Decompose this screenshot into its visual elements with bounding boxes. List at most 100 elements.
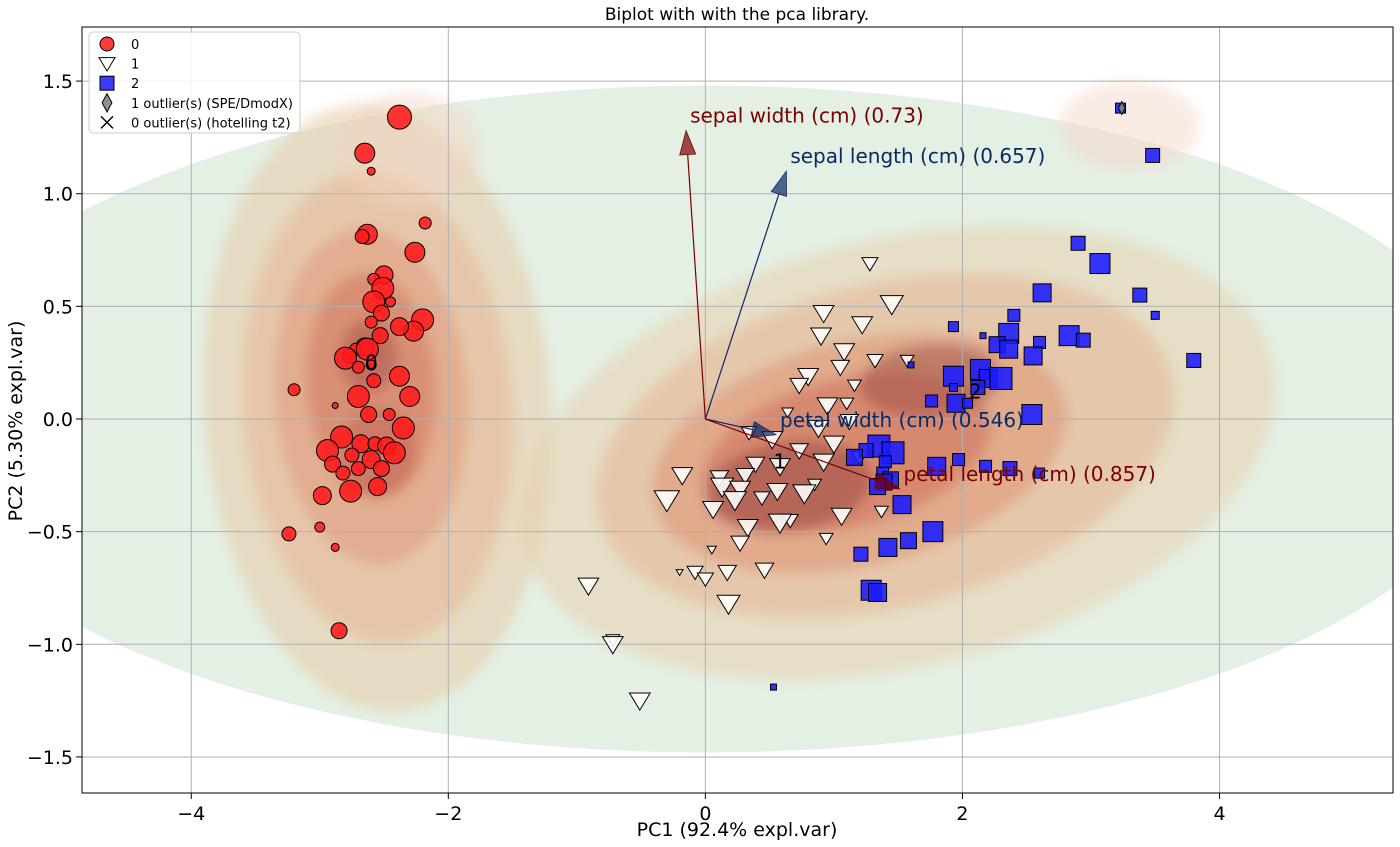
data-point (382, 441, 406, 465)
data-point (970, 379, 986, 395)
data-point (830, 359, 851, 377)
loading-arrow-head (750, 421, 778, 438)
legend-marker-x (100, 115, 114, 129)
x-tick-label: −2 (434, 803, 462, 825)
loading-label: petal width (cm) (0.546) (780, 408, 1024, 432)
data-point (722, 491, 748, 512)
data-point (354, 142, 376, 164)
data-point (1186, 352, 1202, 368)
data-point (752, 491, 771, 507)
legend-box (88, 31, 301, 134)
data-point (791, 484, 817, 505)
loading-label: sepal width (cm) (0.73) (690, 104, 924, 128)
data-point (925, 394, 939, 408)
outlier-point (1117, 100, 1126, 116)
data-point (404, 241, 426, 263)
data-point (344, 447, 360, 463)
data-point (832, 343, 856, 362)
data-point (330, 425, 354, 449)
loading-vectors: sepal width (cm) (0.73) sepal length (cm)… (679, 104, 1156, 490)
data-point (1034, 467, 1046, 479)
data-point (388, 365, 410, 387)
data-point (366, 166, 376, 176)
legend-marker (98, 57, 116, 72)
data-point (372, 460, 390, 478)
data-point (628, 692, 652, 712)
data-point (839, 413, 860, 431)
data-point (948, 382, 958, 392)
legend: 0 1 2 1 outlier(s) (SPE/DmodX) 0 outlier(s) … (88, 31, 301, 134)
data-point (331, 401, 339, 409)
data-point (312, 486, 332, 506)
data-point (853, 546, 869, 562)
loading-arrow-line (705, 418, 753, 431)
data-point (1021, 404, 1043, 426)
axes-frame (81, 26, 1394, 794)
x-axis-label: PC1 (92.4% expl.var) (637, 819, 838, 841)
data-point (366, 373, 382, 389)
data-point (745, 456, 766, 474)
data-point (364, 315, 378, 329)
data-point (952, 453, 966, 467)
data-point (372, 304, 390, 322)
x-tick-label: 4 (1213, 803, 1225, 825)
data-point (868, 582, 888, 602)
data-point (769, 683, 777, 691)
data-point (962, 397, 974, 409)
data-point (386, 104, 412, 130)
data-point (816, 397, 839, 416)
data-point (706, 545, 718, 555)
data-point (330, 542, 340, 552)
data-point (335, 465, 351, 481)
data-point (360, 406, 378, 424)
data-point (979, 459, 993, 473)
data-point (577, 577, 600, 597)
y-tick-label: −1.5 (27, 747, 73, 769)
data-point (333, 346, 357, 370)
data-point (846, 379, 863, 393)
data-point (754, 562, 775, 580)
data-point (999, 339, 1019, 359)
legend-label: 1 (131, 58, 139, 73)
data-point (391, 416, 415, 440)
data-point (1070, 235, 1086, 251)
data-point (796, 368, 820, 387)
data-point (314, 521, 326, 533)
y-tick-label: −0.5 (27, 522, 73, 544)
data-point (330, 622, 348, 640)
data-point (947, 321, 959, 333)
data-point (384, 296, 396, 308)
grid-lines (82, 27, 1393, 793)
data-point (830, 507, 853, 527)
data-point (807, 419, 830, 439)
x-tick-label: 0 (699, 803, 711, 825)
data-point (735, 468, 756, 485)
data-point (324, 455, 342, 473)
data-point (1023, 346, 1043, 366)
data-point (339, 479, 363, 503)
data-point (922, 521, 944, 543)
data-point (696, 572, 715, 588)
data-point (838, 397, 855, 411)
data-point (927, 456, 947, 476)
data-point (346, 384, 370, 408)
x-tick-label: 2 (956, 803, 968, 825)
plot-area: sepal width (cm) (0.73) sepal length (cm)… (27, 26, 1394, 825)
data-point (355, 337, 379, 361)
data-point (365, 359, 377, 371)
data-point (729, 535, 751, 553)
data-point (670, 467, 694, 486)
data-point (1145, 147, 1161, 163)
data-point (768, 458, 792, 477)
data-point (1032, 283, 1052, 303)
legend-marker (101, 92, 113, 113)
data-point (389, 317, 409, 337)
data-point (789, 377, 810, 395)
data-point (399, 385, 421, 407)
data-point (812, 453, 835, 473)
data-point (899, 354, 915, 368)
data-point (812, 304, 835, 324)
cluster-label: 0 (365, 350, 378, 374)
cluster-label: 1 (774, 450, 787, 474)
data-point (350, 461, 366, 477)
